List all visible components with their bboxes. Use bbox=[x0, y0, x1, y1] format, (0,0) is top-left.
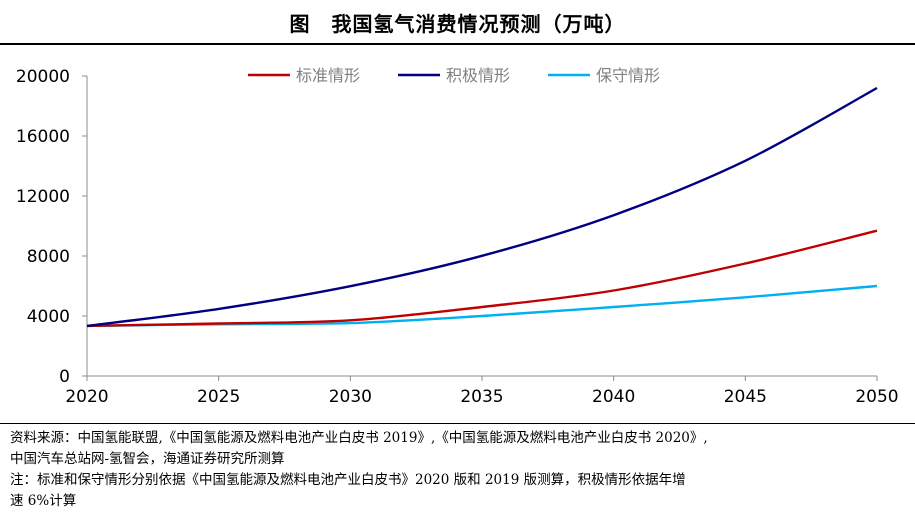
x-tick-label: 2040 bbox=[592, 387, 635, 407]
title-bar: 图 我国氢气消费情况预测（万吨） bbox=[0, 0, 915, 44]
legend-label: 标准情形 bbox=[296, 66, 360, 85]
y-tick-label: 16000 bbox=[16, 127, 70, 147]
x-tick-label: 2025 bbox=[197, 387, 240, 407]
line-chart: 0 4000 8000 12000 16000 20000 2020 2025 2030 2035… bbox=[16, 66, 899, 407]
x-tick-label: 2050 bbox=[855, 387, 898, 407]
x-tick-label: 2045 bbox=[724, 387, 767, 407]
y-tick-label: 0 bbox=[59, 367, 70, 387]
legend-label: 积极情形 bbox=[446, 66, 510, 85]
note-line: 速 6%计算 bbox=[10, 493, 77, 509]
title-rule bbox=[0, 43, 915, 45]
y-tick-label: 20000 bbox=[16, 67, 70, 87]
x-tick-label: 2035 bbox=[460, 387, 503, 407]
legend-label: 保守情形 bbox=[596, 66, 660, 85]
source-line: 中国汽车总站网-氢智会，海通证券研究所测算 bbox=[10, 451, 285, 467]
series-line-1 bbox=[86, 229, 878, 328]
note-line: 注：标准和保守情形分别依据《中国氢能源及燃料电池产业白皮书》2020 版和 20… bbox=[10, 472, 686, 488]
y-tick-label: 4000 bbox=[27, 307, 70, 327]
series-line-2 bbox=[86, 86, 878, 328]
notes-block: 资料来源：中国氢能联盟,《中国氢能源及燃料电池产业白皮书 2019》,《中国氢能… bbox=[10, 428, 910, 512]
y-tick-label: 8000 bbox=[27, 247, 70, 267]
y-tick-label: 12000 bbox=[16, 187, 70, 207]
x-tick-label: 2020 bbox=[65, 387, 108, 407]
source-line: 资料来源：中国氢能联盟,《中国氢能源及燃料电池产业白皮书 2019》,《中国氢能… bbox=[10, 430, 708, 446]
notes-rule bbox=[0, 423, 915, 424]
chart-title: 图 我国氢气消费情况预测（万吨） bbox=[289, 12, 626, 36]
x-tick-label: 2030 bbox=[329, 387, 372, 407]
chart-area: 0 4000 8000 12000 16000 20000 2020 2025 2030 2035… bbox=[0, 46, 915, 424]
